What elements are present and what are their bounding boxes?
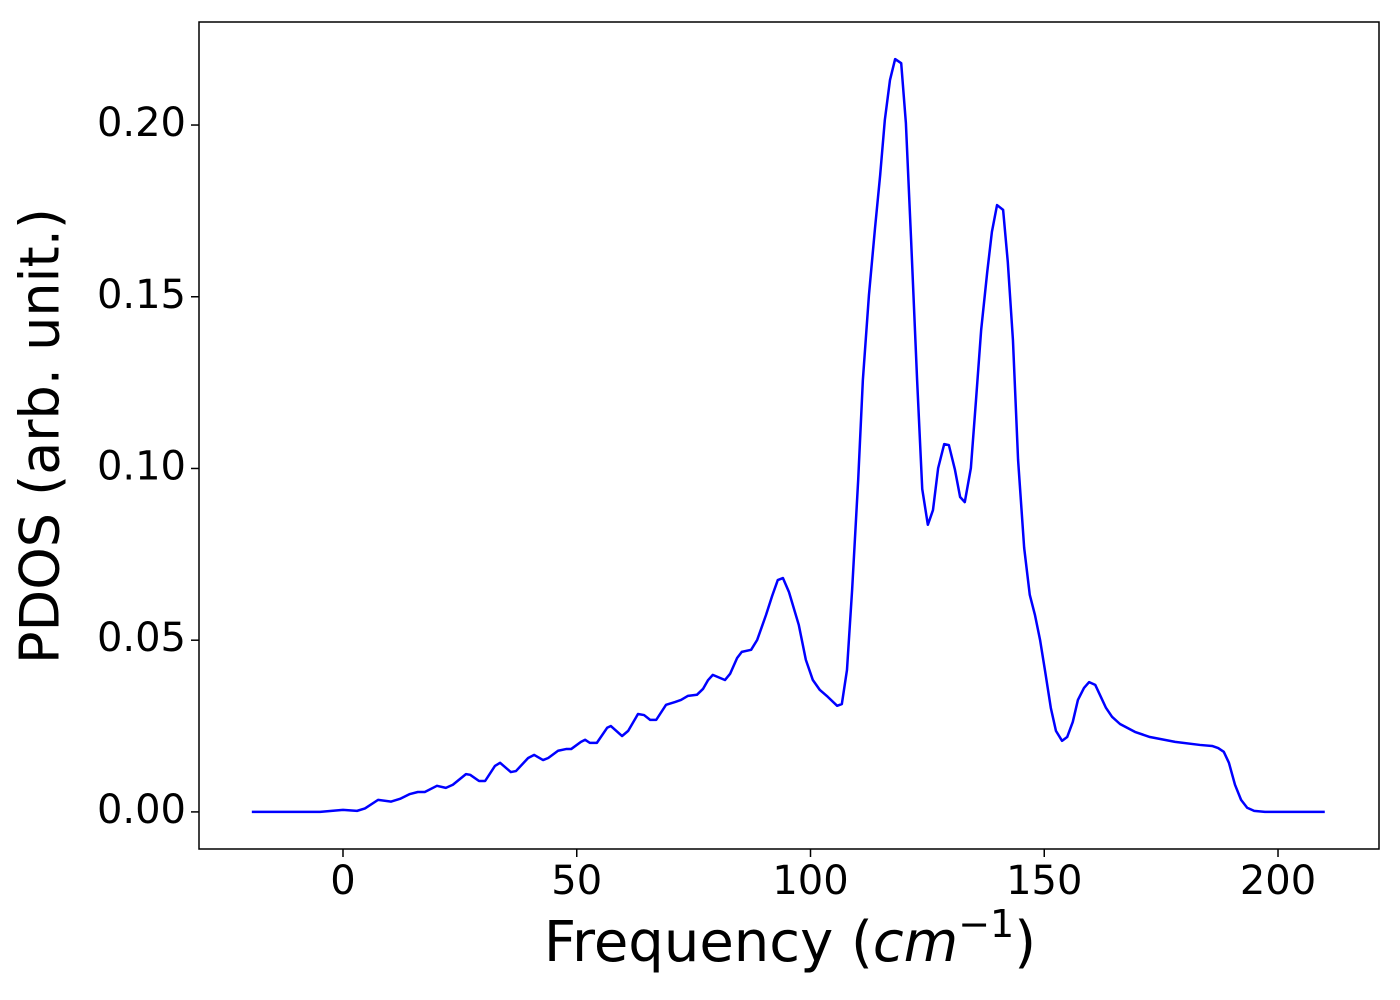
axes-frame (198, 21, 1380, 850)
x-label-text: Frequency ( (544, 910, 873, 975)
data-line (251, 57, 1325, 814)
x-tick-label: 150 (1006, 858, 1082, 904)
y-tick-label: 0.00 (97, 787, 186, 833)
y-tick-label: 0.15 (97, 272, 186, 318)
y-tick-label: 0.10 (97, 443, 186, 489)
y-tick-label: 0.05 (97, 615, 186, 661)
x-label-close: ) (1014, 910, 1036, 975)
x-tick-label: 50 (551, 858, 602, 904)
x-tick-label: 0 (330, 858, 355, 904)
x-axis-label: Frequency (cm−1) (544, 902, 1036, 976)
x-label-math: cm (873, 910, 958, 975)
x-tick-label: 100 (772, 858, 848, 904)
y-axis-label: PDOS (arb. unit.) (9, 208, 72, 664)
x-label-sup: −1 (958, 902, 1014, 946)
x-tick-label: 200 (1240, 858, 1316, 904)
y-tick-label: 0.20 (97, 100, 186, 146)
